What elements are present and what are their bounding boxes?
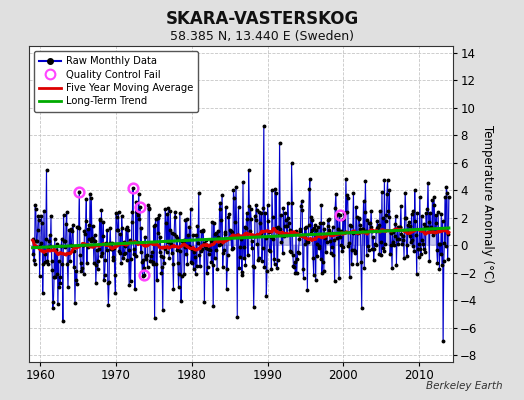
- Legend: Raw Monthly Data, Quality Control Fail, Five Year Moving Average, Long-Term Tren: Raw Monthly Data, Quality Control Fail, …: [34, 51, 198, 112]
- Text: 58.385 N, 13.440 E (Sweden): 58.385 N, 13.440 E (Sweden): [170, 30, 354, 43]
- Text: SKARA-VASTERSKOG: SKARA-VASTERSKOG: [166, 10, 358, 28]
- Y-axis label: Temperature Anomaly (°C): Temperature Anomaly (°C): [481, 125, 494, 283]
- Text: Berkeley Earth: Berkeley Earth: [427, 381, 503, 391]
